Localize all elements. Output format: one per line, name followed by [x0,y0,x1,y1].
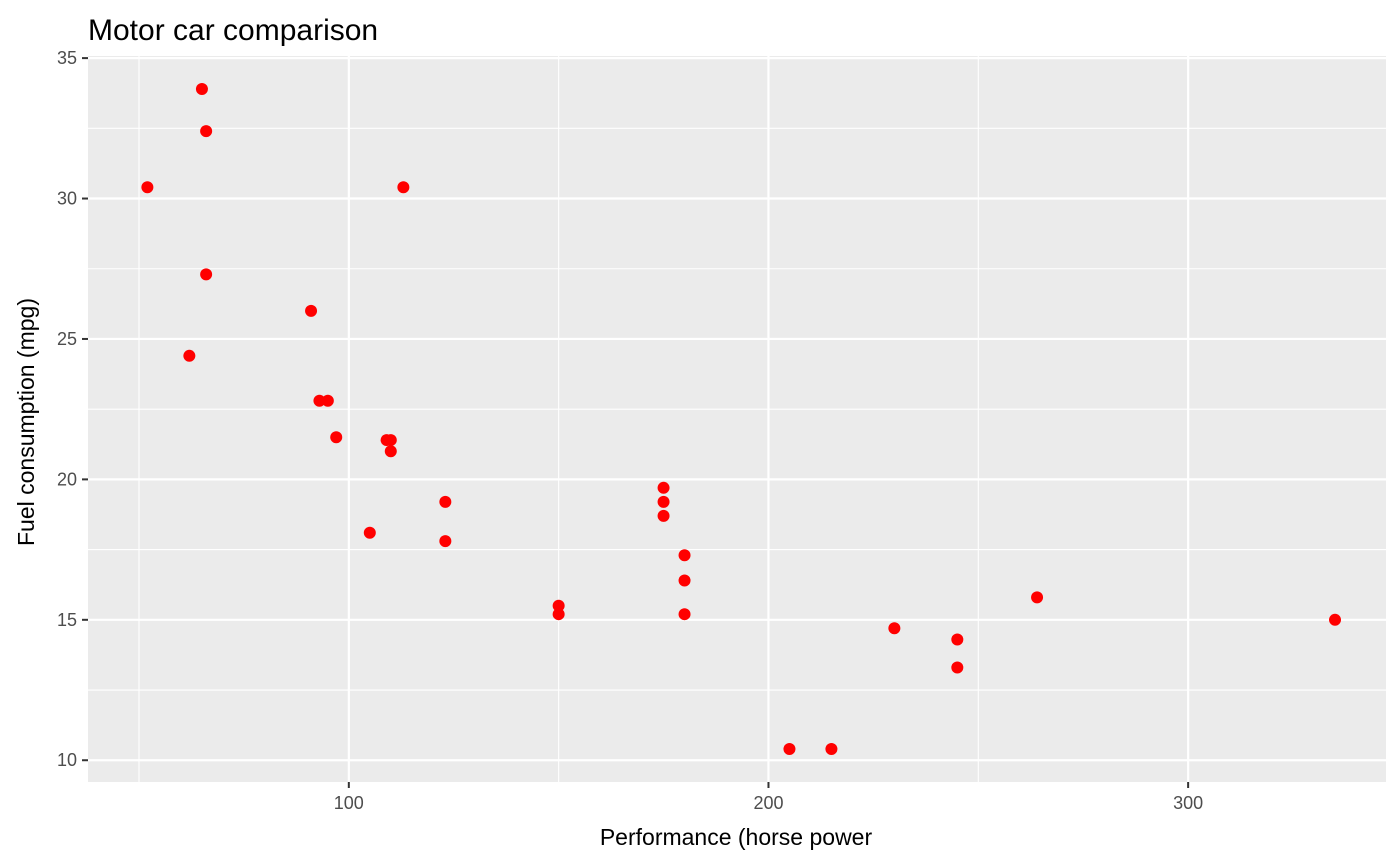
data-point [330,431,343,444]
y-tick-label: 15 [57,610,77,630]
data-point [141,181,154,194]
data-point [678,574,691,587]
data-point [657,509,670,522]
data-point [552,599,565,612]
data-point [783,743,796,755]
data-point [397,181,410,194]
data-point [195,83,208,95]
data-point [439,495,452,508]
data-point [678,549,691,562]
x-axis: 100 200 300 [334,782,1203,813]
data-point [1031,591,1044,604]
data-point [305,304,318,317]
y-tick-label: 35 [57,48,77,68]
x-tick-label: 200 [753,793,783,813]
data-point [657,495,670,508]
data-point [825,743,838,755]
data-point [200,268,213,281]
data-point [678,608,691,621]
y-tick-label: 25 [57,329,77,349]
plot-panel [88,56,1386,782]
data-point [363,526,376,539]
data-point [321,394,334,407]
data-point [888,622,901,635]
x-tick-label: 100 [334,793,364,813]
data-point [380,434,393,447]
data-point [384,445,397,458]
data-point [1329,613,1342,626]
y-axis-title: Fuel consumption (mpg) [13,298,39,546]
y-tick-label: 30 [57,189,77,209]
data-point [439,535,452,548]
data-points [141,83,1342,755]
data-point [313,394,326,407]
data-point [951,661,964,674]
y-tick-label: 20 [57,469,77,489]
chart-title: Motor car comparison [88,14,378,47]
data-point [552,608,565,621]
y-axis: 10 15 20 25 30 35 [57,48,88,770]
y-tick-label: 10 [57,750,77,770]
data-point [183,349,196,362]
minor-gridlines [88,56,1386,782]
x-axis-title: Performance (horse power [600,824,873,850]
major-gridlines [88,56,1386,782]
data-point [200,125,213,138]
data-point [657,481,670,494]
data-point [951,633,964,646]
x-tick-label: 300 [1173,793,1203,813]
